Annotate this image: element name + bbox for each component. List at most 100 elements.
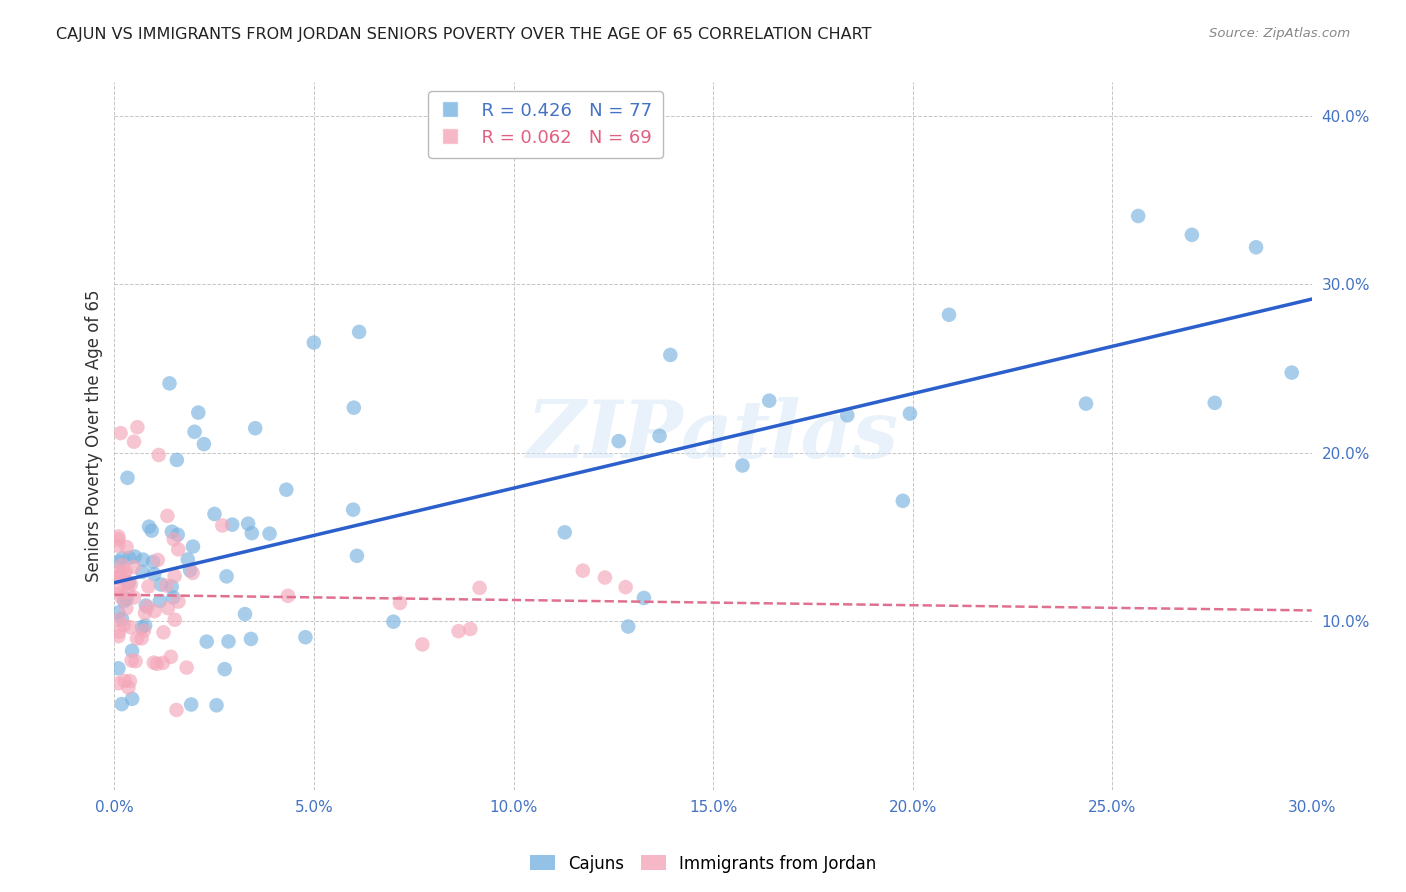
Point xyxy=(1128,209,1150,223)
Point xyxy=(117,471,139,485)
Text: ZIPatlas: ZIPatlas xyxy=(527,397,898,475)
Point xyxy=(205,698,228,713)
Point xyxy=(110,567,132,582)
Point xyxy=(302,335,325,350)
Point xyxy=(120,620,142,634)
Point xyxy=(181,540,204,554)
Point xyxy=(107,582,129,597)
Point xyxy=(342,502,364,516)
Point xyxy=(107,529,129,543)
Text: CAJUN VS IMMIGRANTS FROM JORDAN SENIORS POVERTY OVER THE AGE OF 65 CORRELATION C: CAJUN VS IMMIGRANTS FROM JORDAN SENIORS … xyxy=(56,27,872,42)
Point xyxy=(572,564,595,578)
Point xyxy=(115,591,138,606)
Point xyxy=(167,542,190,557)
Point xyxy=(107,571,129,585)
Point xyxy=(633,591,655,605)
Point xyxy=(108,624,131,639)
Point xyxy=(148,448,170,462)
Point xyxy=(1244,240,1267,254)
Point xyxy=(214,662,236,676)
Point xyxy=(166,703,188,717)
Point xyxy=(132,624,155,638)
Point xyxy=(107,555,129,569)
Point xyxy=(347,325,370,339)
Point xyxy=(617,619,640,633)
Point xyxy=(124,549,146,564)
Point xyxy=(159,376,181,391)
Point xyxy=(132,552,155,566)
Point xyxy=(447,624,470,639)
Point xyxy=(110,586,132,600)
Point xyxy=(112,566,135,581)
Point xyxy=(179,563,201,577)
Point xyxy=(122,560,145,574)
Point xyxy=(163,569,186,583)
Point xyxy=(554,525,576,540)
Point xyxy=(111,697,134,711)
Point xyxy=(125,632,148,646)
Point xyxy=(141,524,163,538)
Point xyxy=(134,618,156,632)
Point xyxy=(115,540,138,554)
Point xyxy=(183,425,205,439)
Point xyxy=(122,591,145,605)
Legend:   R = 0.426   N = 77,   R = 0.062   N = 69: R = 0.426 N = 77, R = 0.062 N = 69 xyxy=(429,91,662,158)
Point xyxy=(891,493,914,508)
Point xyxy=(107,539,129,553)
Point xyxy=(215,569,238,583)
Point xyxy=(155,578,177,592)
Point xyxy=(898,407,921,421)
Point xyxy=(163,613,186,627)
Point xyxy=(107,606,129,620)
Point xyxy=(156,508,179,523)
Point xyxy=(607,434,630,449)
Point xyxy=(131,632,153,646)
Point xyxy=(177,552,200,566)
Point xyxy=(124,654,146,668)
Point xyxy=(163,533,186,547)
Point xyxy=(221,517,243,532)
Point xyxy=(193,437,215,451)
Point xyxy=(195,634,218,648)
Y-axis label: Seniors Poverty Over the Age of 65: Seniors Poverty Over the Age of 65 xyxy=(86,290,103,582)
Point xyxy=(160,580,183,594)
Text: Source: ZipAtlas.com: Source: ZipAtlas.com xyxy=(1209,27,1350,40)
Point xyxy=(138,579,160,593)
Point xyxy=(187,406,209,420)
Point xyxy=(111,551,134,566)
Point xyxy=(114,673,136,688)
Point xyxy=(1204,396,1226,410)
Point xyxy=(118,673,141,688)
Point xyxy=(146,553,169,567)
Point xyxy=(659,348,682,362)
Point xyxy=(107,564,129,578)
Point xyxy=(117,585,139,599)
Point xyxy=(160,649,183,664)
Point xyxy=(1181,227,1204,242)
Point xyxy=(118,575,141,590)
Point xyxy=(131,565,153,579)
Point xyxy=(146,657,169,671)
Point xyxy=(166,527,188,541)
Point xyxy=(118,550,141,565)
Point xyxy=(111,558,134,573)
Point xyxy=(107,613,129,627)
Point xyxy=(143,604,166,618)
Point xyxy=(107,570,129,584)
Point xyxy=(162,591,184,605)
Point xyxy=(135,599,157,613)
Point xyxy=(112,594,135,608)
Point xyxy=(460,622,482,636)
Point xyxy=(388,596,411,610)
Point xyxy=(259,526,281,541)
Point xyxy=(181,566,204,580)
Point xyxy=(167,594,190,608)
Point xyxy=(107,533,129,547)
Point xyxy=(143,567,166,582)
Point xyxy=(149,577,172,591)
Point xyxy=(233,607,256,621)
Point xyxy=(648,429,671,443)
Point xyxy=(107,661,129,675)
Point xyxy=(176,660,198,674)
Point xyxy=(731,458,754,473)
